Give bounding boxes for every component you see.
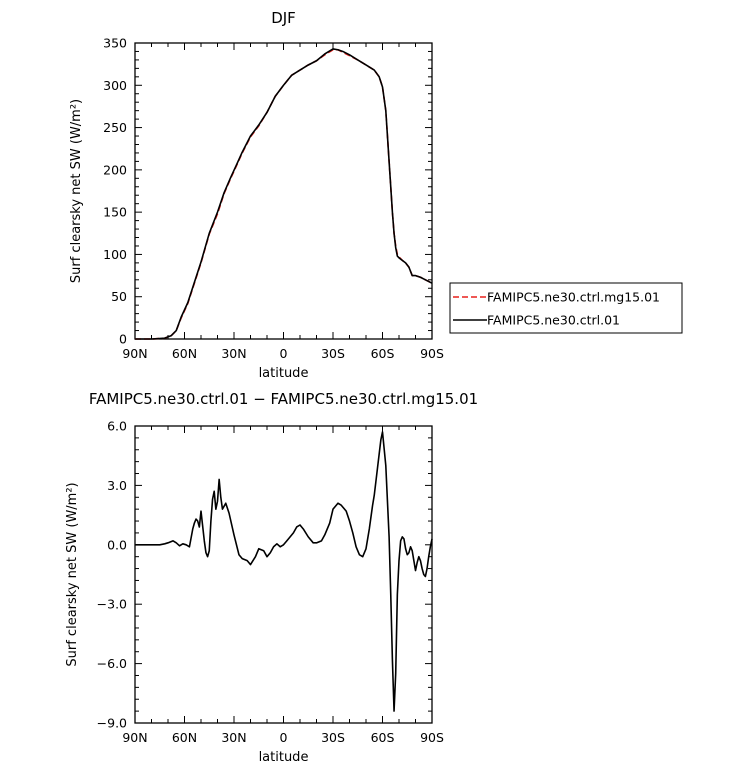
y-tick-label: 100 — [103, 247, 127, 262]
legend: FAMIPC5.ne30.ctrl.mg15.01 FAMIPC5.ne30.ct… — [449, 282, 683, 334]
legend-box — [449, 282, 683, 334]
y-tick-label: 200 — [103, 162, 127, 177]
y-tick-label: 3.0 — [107, 478, 127, 493]
x-tick-label: 60N — [172, 730, 197, 745]
top-panel: DJF 90N 60N 30N 0 30S 60S 90S 0 50 100 150 200 250 300… — [69, 9, 444, 381]
y-tick-label: 350 — [103, 36, 127, 51]
bottom-panel: FAMIPC5.ne30.ctrl.01 − FAMIPC5.ne30.ctrl… — [65, 390, 478, 765]
x-tick-label: 30N — [221, 346, 246, 361]
plot-frame — [134, 425, 433, 724]
x-tick-label: 60S — [371, 730, 395, 745]
y-tick-label: 300 — [103, 78, 127, 93]
x-tick-label: 30S — [321, 346, 345, 361]
y-tick-label: 6.0 — [107, 419, 127, 434]
legend-label: FAMIPC5.ne30.ctrl.mg15.01 — [487, 290, 660, 305]
y-tick-label: 50 — [111, 289, 127, 304]
series-line-famipc5-ne30-ctrl-01 — [135, 48, 433, 340]
x-tick-label: 0 — [280, 346, 288, 361]
y-tick-label: 0.0 — [107, 537, 127, 552]
y-tick-label: 250 — [103, 120, 127, 135]
series-line-famipc5-ne30-ctrl-mg15-01 — [135, 48, 433, 340]
x-tick-label: 0 — [280, 730, 288, 745]
x-tick-label: 90S — [420, 346, 444, 361]
chart-title: FAMIPC5.ne30.ctrl.01 − FAMIPC5.ne30.ctrl… — [89, 390, 478, 408]
x-tick-label: 60N — [172, 346, 197, 361]
x-tick-label: 30S — [321, 730, 345, 745]
y-tick-label: −6.0 — [97, 656, 127, 671]
y-tick-label: 150 — [103, 205, 127, 220]
legend-label: FAMIPC5.ne30.ctrl.01 — [487, 313, 620, 328]
y-axis-label: Surf clearsky net SW (W/m²) — [69, 99, 84, 283]
x-tick-label: 90N — [122, 346, 147, 361]
plot-frame — [134, 42, 433, 340]
y-tick-label: −9.0 — [97, 716, 127, 731]
x-tick-label: 60S — [371, 346, 395, 361]
x-axis-label: latitude — [259, 366, 309, 381]
chart-title: DJF — [271, 9, 296, 27]
y-tick-label: −3.0 — [97, 597, 127, 612]
x-tick-label: 90S — [420, 730, 444, 745]
y-axis-label: Surf clearsky net SW (W/m²) — [65, 482, 80, 666]
x-tick-label: 30N — [221, 730, 246, 745]
y-tick-label: 0 — [119, 332, 127, 347]
x-axis-label: latitude — [259, 750, 309, 765]
series-line-difference — [135, 431, 433, 712]
x-tick-label: 90N — [122, 730, 147, 745]
